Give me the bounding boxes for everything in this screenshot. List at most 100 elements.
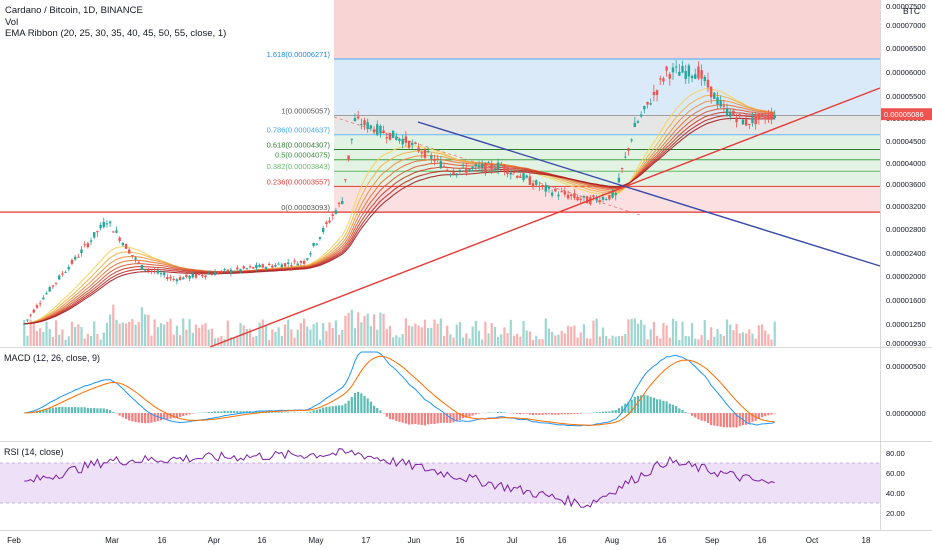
candle-body [458,169,462,172]
volume-bar [462,337,465,346]
candle-body [665,66,668,71]
macd-histogram-bar [242,411,245,413]
volume-bar [144,314,147,346]
candle-body [671,67,675,73]
candle-body [719,100,722,107]
candle-body [557,194,560,197]
candle-body [652,91,656,96]
candle-body [738,114,741,116]
macd-histogram-bar [541,413,544,415]
macd-histogram-bar [681,409,684,413]
price-tick-label: 0.00001600 [886,296,926,305]
macd-histogram-bar [134,413,137,422]
macd-histogram-bar [80,407,83,413]
volume-bar [217,337,220,346]
volume-bar [729,324,732,346]
macd-histogram-bar [48,407,51,413]
volume-bar [687,336,690,346]
macd-histogram-bar [500,411,503,413]
candle-body [261,264,264,268]
volume-bar [178,335,182,346]
macd-histogram-bar [433,413,436,425]
candle-body [341,200,344,205]
macd-histogram-bar [735,413,738,428]
macd-histogram-bar [360,393,363,413]
candle-body [267,263,271,266]
currency-label: BTC [903,6,920,16]
macd-histogram-bar [99,408,102,413]
candle-body [760,113,764,116]
candle-body [271,265,274,268]
candle-body [694,74,697,79]
candle-body [93,232,96,238]
candle-body [318,237,322,239]
candle-body [703,76,706,82]
volume-bar [312,324,315,346]
volume-bar [23,320,26,346]
macd-histogram-bar [608,411,611,413]
candle-body [764,116,767,120]
candle-body [32,309,35,313]
volume-bar [191,332,194,346]
candle-body [80,249,83,254]
time-tick-label: 16 [158,536,167,545]
volume-bar [325,330,328,346]
volume-bar [277,327,280,346]
macd-histogram-bar [745,413,748,425]
volume-bar [350,309,353,346]
candle-body [411,142,414,146]
volume-bar [118,323,121,346]
macd-histogram-bar [121,413,124,418]
volume-bar [487,333,490,346]
volume-bar [347,312,350,346]
macd-histogram-bar [611,410,614,413]
macd-histogram-bar [646,395,649,413]
volume-bar [61,329,64,346]
symbol-title: Cardano / Bitcoin, 1D, BINANCE [5,5,143,16]
candle-body [554,188,557,192]
volume-bar [96,333,99,346]
fib-level-label: 0.786(0.00004637) [267,126,331,135]
candle-body [500,165,503,167]
candle-body [293,260,296,262]
volume-bar [54,320,58,346]
candle-body [461,165,465,167]
candle-body [608,195,611,200]
volume-bar [172,334,175,346]
volume-bar [506,332,509,346]
volume-legend: Vol [5,17,18,28]
volume-bar [576,337,579,346]
macd-histogram-bar [455,413,458,422]
candle-body [366,122,369,130]
macd-histogram-bar [557,413,560,415]
candle-body [449,174,452,176]
volume-bar [70,321,74,346]
macd-histogram-bar [274,412,277,413]
candle-body [646,101,649,105]
macd-legend: MACD (12, 26, close, 9) [4,353,100,363]
volume-bar [175,325,178,346]
volume-bar [407,325,411,346]
volume-bar [248,328,252,346]
candle-body [344,179,347,181]
candle-body [754,114,757,125]
macd-histogram-bar [722,413,725,428]
volume-bar [74,326,77,346]
volume-bar [655,335,659,346]
candle-body [624,156,627,158]
candle-body [716,97,719,105]
macd-histogram-bar [748,413,751,424]
volume-bar [86,334,89,346]
macd-histogram-bar [770,413,773,415]
volume-bar [264,325,268,346]
candle-body [442,166,446,168]
time-tick-label: 17 [362,536,371,545]
macd-histogram-bar [54,407,58,413]
candle-body [474,164,478,167]
macd-histogram-bar [579,413,582,414]
macd-histogram-bar [372,405,376,413]
macd-pane: 0.00000500 0.00000000 [24,351,926,428]
candle-body [197,273,201,275]
candle-body [360,124,363,126]
macd-histogram-bar [528,413,531,415]
